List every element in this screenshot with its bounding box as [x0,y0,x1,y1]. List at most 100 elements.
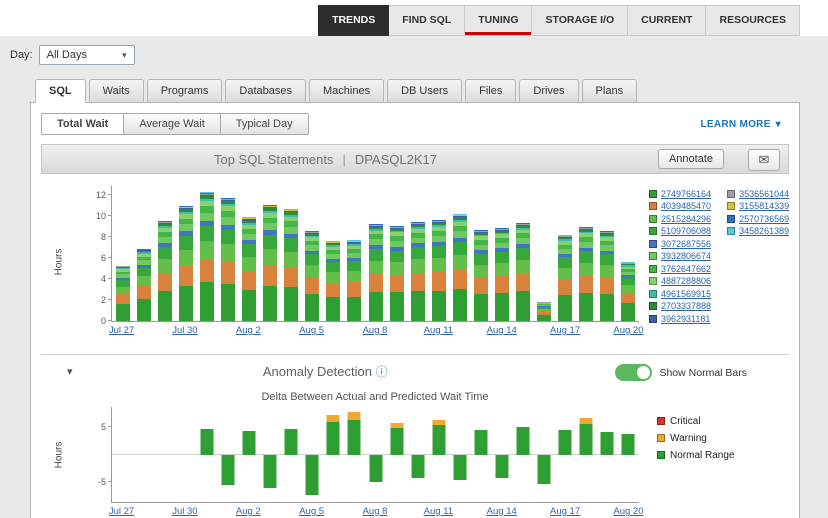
anomaly-bar[interactable] [327,415,340,454]
stacked-bar[interactable] [411,222,425,321]
nav-tab-storage-i-o[interactable]: STORAGE I/O [532,5,628,36]
stacked-bar[interactable] [284,209,298,321]
stacked-bar[interactable] [242,217,256,321]
view-tab-typical-day[interactable]: Typical Day [221,113,309,135]
tab-databases[interactable]: Databases [225,79,306,103]
date-link-aug-2[interactable]: Aug 2 [236,506,261,517]
date-link-aug-11[interactable]: Aug 11 [424,506,453,517]
sql-link-4961569915[interactable]: 4961569915 [661,289,711,299]
show-normal-bars-toggle[interactable] [615,364,652,381]
anomaly-bar[interactable] [306,455,319,495]
anomaly-bar[interactable] [474,430,487,455]
tab-waits[interactable]: Waits [89,79,144,103]
anomaly-bar[interactable] [559,430,572,454]
date-link-aug-11[interactable]: Aug 11 [424,325,453,336]
sql-link-2570736569[interactable]: 2570736569 [739,214,789,224]
stacked-bar[interactable] [179,206,193,321]
view-tab-total-wait[interactable]: Total Wait [41,113,124,135]
stacked-bar[interactable] [221,198,235,321]
anomaly-bar[interactable] [369,455,382,483]
view-tab-average-wait[interactable]: Average Wait [124,113,220,135]
date-link-aug-20[interactable]: Aug 20 [613,325,643,336]
stacked-bar[interactable] [432,220,446,322]
sql-link-3932806674[interactable]: 3932806674 [661,251,711,261]
anomaly-bar[interactable] [432,420,445,455]
sql-link-3762647662[interactable]: 3762647662 [661,264,711,274]
anomaly-bar[interactable] [411,455,424,478]
anomaly-bar[interactable] [495,455,508,478]
stacked-bar[interactable] [347,240,361,321]
nav-tab-trends[interactable]: TRENDS [318,5,389,36]
date-link-aug-8[interactable]: Aug 8 [363,325,388,336]
tab-programs[interactable]: Programs [147,79,223,103]
tab-plans[interactable]: Plans [582,79,638,103]
collapse-icon[interactable]: ▾ [67,365,73,378]
sql-link-3458261389[interactable]: 3458261389 [739,226,789,236]
sql-link-3962931181[interactable]: 3962931181 [661,314,710,324]
stacked-bar[interactable] [369,224,383,321]
sql-link-3072687556[interactable]: 3072687556 [661,239,711,249]
date-link-aug-5[interactable]: Aug 5 [299,506,324,517]
sql-link-2515284296[interactable]: 2515284296 [661,214,711,224]
date-link-aug-17[interactable]: Aug 17 [550,325,580,336]
date-link-jul-27[interactable]: Jul 27 [109,325,134,336]
nav-tab-resources[interactable]: RESOURCES [706,5,800,36]
anomaly-bar[interactable] [348,412,361,454]
stacked-bar[interactable] [326,241,340,321]
annotate-button[interactable]: Annotate [658,149,724,169]
sql-link-4887288806[interactable]: 4887288806 [661,276,711,286]
tab-sql[interactable]: SQL [35,79,86,103]
stacked-bar[interactable] [474,230,488,321]
anomaly-bar[interactable] [538,455,551,484]
stacked-bar[interactable] [579,227,593,321]
stacked-bar[interactable] [390,226,404,321]
sql-link-2749766164[interactable]: 2749766164 [661,189,711,199]
stacked-bar[interactable] [537,302,551,321]
date-link-aug-14[interactable]: Aug 14 [487,506,517,517]
anomaly-bar[interactable] [517,427,530,455]
stacked-bar[interactable] [158,221,172,321]
anomaly-bar[interactable] [390,423,403,454]
anomaly-bar[interactable] [622,434,635,455]
nav-tab-tuning[interactable]: TUNING [465,5,532,36]
anomaly-bar[interactable] [580,418,593,455]
info-icon[interactable]: ⓘ [376,365,388,379]
sql-link-5109706088[interactable]: 5109706088 [661,226,711,236]
sql-link-3155814339[interactable]: 3155814339 [739,201,789,211]
sql-link-3536561044[interactable]: 3536561044 [739,189,789,199]
date-link-aug-5[interactable]: Aug 5 [299,325,324,336]
tab-db-users[interactable]: DB Users [387,79,462,103]
date-link-jul-30[interactable]: Jul 30 [172,506,197,517]
date-link-aug-17[interactable]: Aug 17 [550,506,580,517]
anomaly-bar[interactable] [243,431,256,454]
stacked-bar[interactable] [305,231,319,321]
sql-link-4039485470[interactable]: 4039485470 [661,201,711,211]
stacked-bar[interactable] [495,228,509,321]
tab-drives[interactable]: Drives [519,79,578,103]
anomaly-bar[interactable] [601,432,614,454]
email-icon[interactable]: ✉ [748,149,780,171]
day-select[interactable]: All Days ▾ [39,45,135,65]
anomaly-bar[interactable] [453,455,466,481]
stacked-bar[interactable] [516,223,530,321]
date-link-jul-27[interactable]: Jul 27 [109,506,134,517]
stacked-bar[interactable] [600,231,614,321]
nav-tab-current[interactable]: CURRENT [628,5,706,36]
date-link-jul-30[interactable]: Jul 30 [172,325,197,336]
sql-link-2703337888[interactable]: 2703337888 [661,301,711,311]
date-link-aug-20[interactable]: Aug 20 [613,506,643,517]
anomaly-bar[interactable] [200,429,213,454]
stacked-bar[interactable] [116,266,130,321]
tab-machines[interactable]: Machines [309,79,384,103]
stacked-bar[interactable] [558,235,572,321]
stacked-bar[interactable] [453,214,467,321]
stacked-bar[interactable] [137,249,151,321]
nav-tab-find-sql[interactable]: FIND SQL [389,5,465,36]
date-link-aug-14[interactable]: Aug 14 [487,325,517,336]
date-link-aug-8[interactable]: Aug 8 [363,506,388,517]
learn-more-link[interactable]: LEARN MORE ▾ [700,119,781,130]
tab-files[interactable]: Files [465,79,516,103]
date-link-aug-2[interactable]: Aug 2 [236,325,261,336]
stacked-bar[interactable] [621,262,635,321]
anomaly-bar[interactable] [221,455,234,486]
